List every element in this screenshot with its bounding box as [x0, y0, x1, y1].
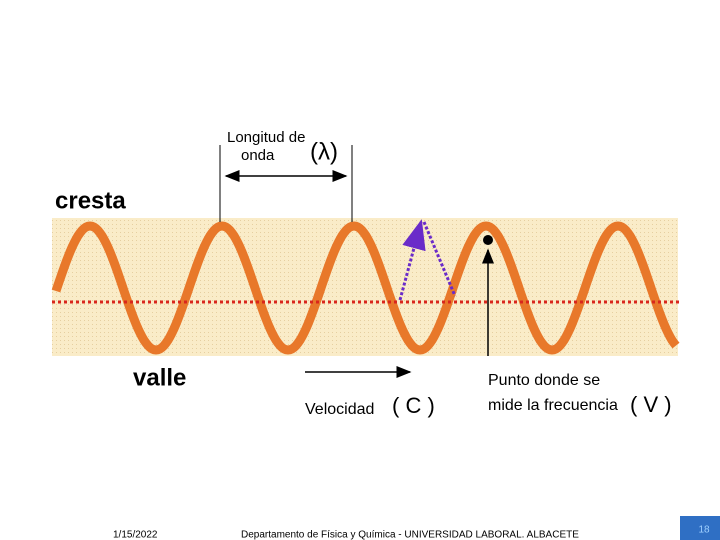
footer-department: Departamento de Física y Química - UNIVE… — [241, 530, 579, 540]
wave — [51, 221, 680, 355]
velocity-label: Velocidad — [305, 401, 374, 418]
page-number: 18 — [698, 525, 710, 536]
page-number-box — [680, 516, 720, 540]
displacement-arrow — [422, 221, 457, 297]
frequency-symbol: ( V ) — [630, 392, 672, 417]
wavelength-symbol: (λ) — [310, 138, 338, 165]
displacement-arrow — [398, 219, 426, 301]
footer-date: 1/15/2022 — [113, 530, 158, 540]
wavelength-label: onda — [241, 147, 275, 164]
velocity-symbol: ( C ) — [392, 393, 435, 418]
frequency-point — [483, 235, 493, 245]
trough-label: valle — [133, 364, 186, 391]
frequency-label: Punto donde se — [488, 372, 600, 389]
frequency-label: mide la frecuencia — [488, 397, 618, 414]
crest-label: cresta — [55, 187, 126, 214]
wavelength-label: Longitud de — [227, 129, 305, 146]
